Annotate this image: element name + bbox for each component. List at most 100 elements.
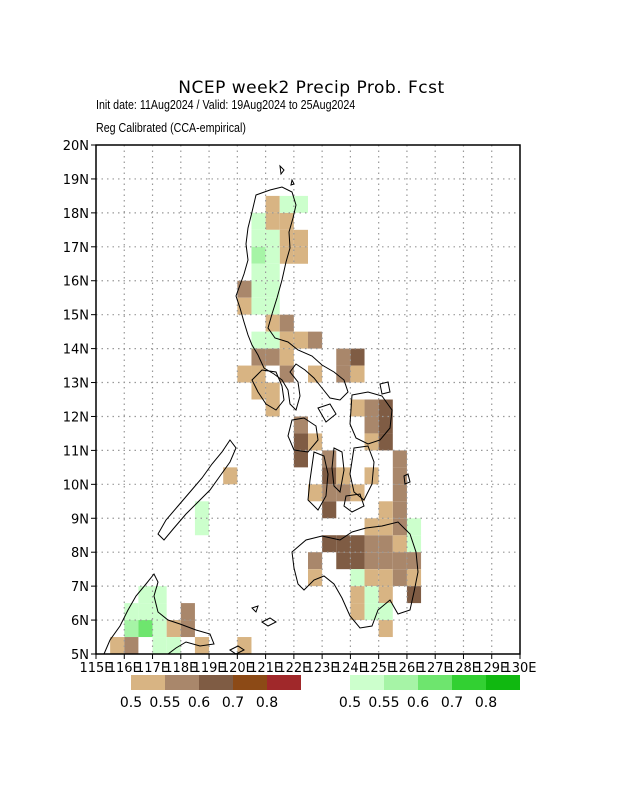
legend-dry-swatch [199,675,233,690]
bohol-coast [343,493,365,513]
prob-cell [251,331,266,349]
prob-cell [364,569,379,587]
prob-cell [364,416,379,434]
lon-label: 123E [306,661,339,676]
prob-cell [152,620,167,638]
legend-wet-swatch [486,675,520,690]
prob-cell [251,229,266,247]
prob-cell [378,603,393,621]
prob-cell [265,263,280,281]
prob-cell [392,518,407,536]
prob-cell [378,501,393,519]
legend-wet-label: 0.6 [407,695,429,711]
prob-cell [350,535,365,553]
prob-cell [265,280,280,298]
lon-label: 129E [475,661,508,676]
lon-label: 130E [503,661,536,676]
prob-cell [166,620,181,638]
probability-cells [110,195,422,654]
masbate-coast [317,403,337,423]
legend-wet-label: 0.8 [475,695,497,711]
prob-cell [180,620,195,638]
prob-cell [251,382,266,400]
prob-cell [194,518,210,536]
prob-cell [124,603,139,621]
prob-cell [265,212,280,230]
coastline [103,164,419,655]
prob-cell [392,569,407,587]
prob-cell [251,246,266,264]
prob-cell [265,382,280,400]
prob-cell [293,331,308,349]
lon-label: 119E [193,661,226,676]
legend-dry-label: 0.7 [222,695,244,711]
lat-label: 16N [63,275,89,290]
prob-cell [279,229,294,247]
legend-dry-swatch [165,675,199,690]
prob-cell [124,620,139,638]
lat-label: 7N [71,580,89,595]
prob-cell [364,399,379,417]
prob-cell [223,467,238,485]
prob-cell [138,586,153,604]
legend-wet-label: 0.55 [368,695,399,711]
prob-cell [308,331,323,349]
prob-cell [293,229,308,247]
prob-cell [110,637,125,654]
sulu-islands [229,605,277,655]
prob-cell [350,348,365,366]
prob-cell [392,501,407,519]
prob-cell [364,586,379,604]
legend-wet-label: 0.5 [339,695,361,711]
batanes-islands [279,164,295,186]
lon-label: 126E [390,661,423,676]
catanduanes [379,381,391,395]
lon-label: 116E [108,661,141,676]
legend-wet-swatch [418,675,452,690]
prob-cell [406,518,422,536]
prob-cell [364,535,379,553]
prob-cell [279,246,294,264]
leyte-coast [349,445,375,501]
prob-cell [251,297,266,315]
prob-cell [293,416,308,434]
prob-cell [152,637,167,654]
legend-dry-label: 0.55 [149,695,180,711]
negros-coast [307,451,329,511]
palawan-coast [157,439,237,541]
prob-cell [279,365,294,383]
lon-label: 115E [79,661,112,676]
prob-cell [279,195,294,213]
prob-cell [322,467,337,485]
subtitle-dates: Init date: 11Aug2024 / Valid: 19Aug2024 … [96,97,356,112]
prob-cell [378,433,393,451]
lat-label: 15N [63,309,89,324]
lat-label: 11N [63,444,89,459]
subtitle-method: Reg Calibrated (CCA-empirical) [96,120,246,135]
legend-wet-swatch [384,675,418,690]
prob-cell [322,501,337,519]
prob-cell [364,603,379,621]
prob-cell [251,212,266,230]
mindoro-coast [251,369,285,411]
prob-cell [406,586,422,604]
prob-cell [364,518,379,536]
prob-cell [265,331,280,349]
prob-cell [364,433,379,451]
prob-cell [293,450,308,468]
siargao [403,473,411,485]
prob-cell [293,246,308,264]
lat-label: 10N [63,478,89,493]
legend-dry-label: 0.8 [256,695,278,711]
samar-coast [349,391,393,445]
legend-wet-label: 0.7 [441,695,463,711]
lon-label: 124E [334,661,367,676]
prob-cell [293,195,308,213]
prob-cell [392,467,407,485]
prob-cell [350,399,365,417]
borneo-coast [103,573,215,655]
lat-label: 20N [63,139,89,154]
prob-cell [265,246,280,264]
lat-labels: 5N 6N 7N 8N 9N 10N 11N 12N 13N 14N 15N 16N 17N 18N 19N… [63,139,96,663]
